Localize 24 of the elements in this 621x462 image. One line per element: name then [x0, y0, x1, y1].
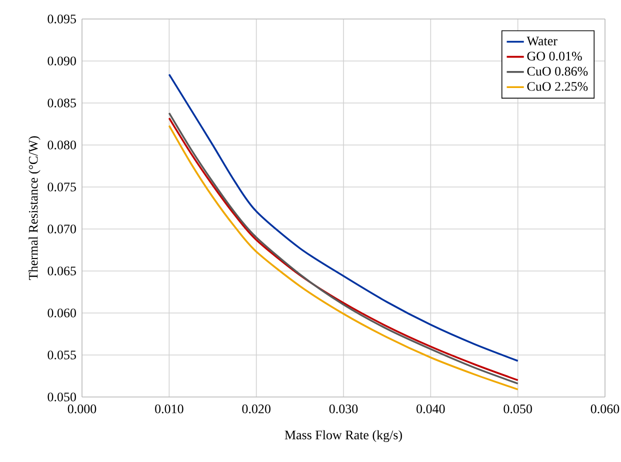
- y-tick-label: 0.075: [48, 182, 76, 192]
- x-tick-label: 0.060: [590, 404, 620, 414]
- legend-label: CuO 0.86%: [527, 66, 588, 76]
- y-tick-label: 0.050: [48, 392, 76, 402]
- legend-label: CuO 2.25%: [527, 82, 588, 91]
- y-tick-label: 0.085: [48, 98, 76, 108]
- x-tick-label: 0.040: [416, 404, 445, 414]
- x-axis-title: Mass Flow Rate (kg/s): [284, 430, 402, 442]
- legend-label: GO 0.01%: [527, 52, 582, 61]
- x-tick-label: 0.050: [504, 404, 532, 414]
- y-tick-label: 0.090: [48, 56, 76, 66]
- y-axis-title: Thermal Resistance (°C/W): [28, 136, 40, 280]
- x-tick-label: 0.030: [329, 404, 358, 414]
- y-tick-label: 0.055: [48, 350, 76, 360]
- line-series: [168, 74, 519, 362]
- y-tick-label: 0.060: [48, 308, 76, 318]
- x-tick-label: 0.010: [155, 404, 184, 414]
- y-tick-label: 0.070: [48, 224, 76, 234]
- y-tick-label: 0.095: [48, 14, 76, 24]
- y-tick-label: 0.080: [48, 140, 76, 150]
- legend-label: Water: [526, 36, 558, 46]
- x-tick-label: 0.000: [68, 404, 96, 414]
- x-tick-label: 0.020: [242, 404, 270, 414]
- y-tick-label: 0.065: [48, 266, 76, 276]
